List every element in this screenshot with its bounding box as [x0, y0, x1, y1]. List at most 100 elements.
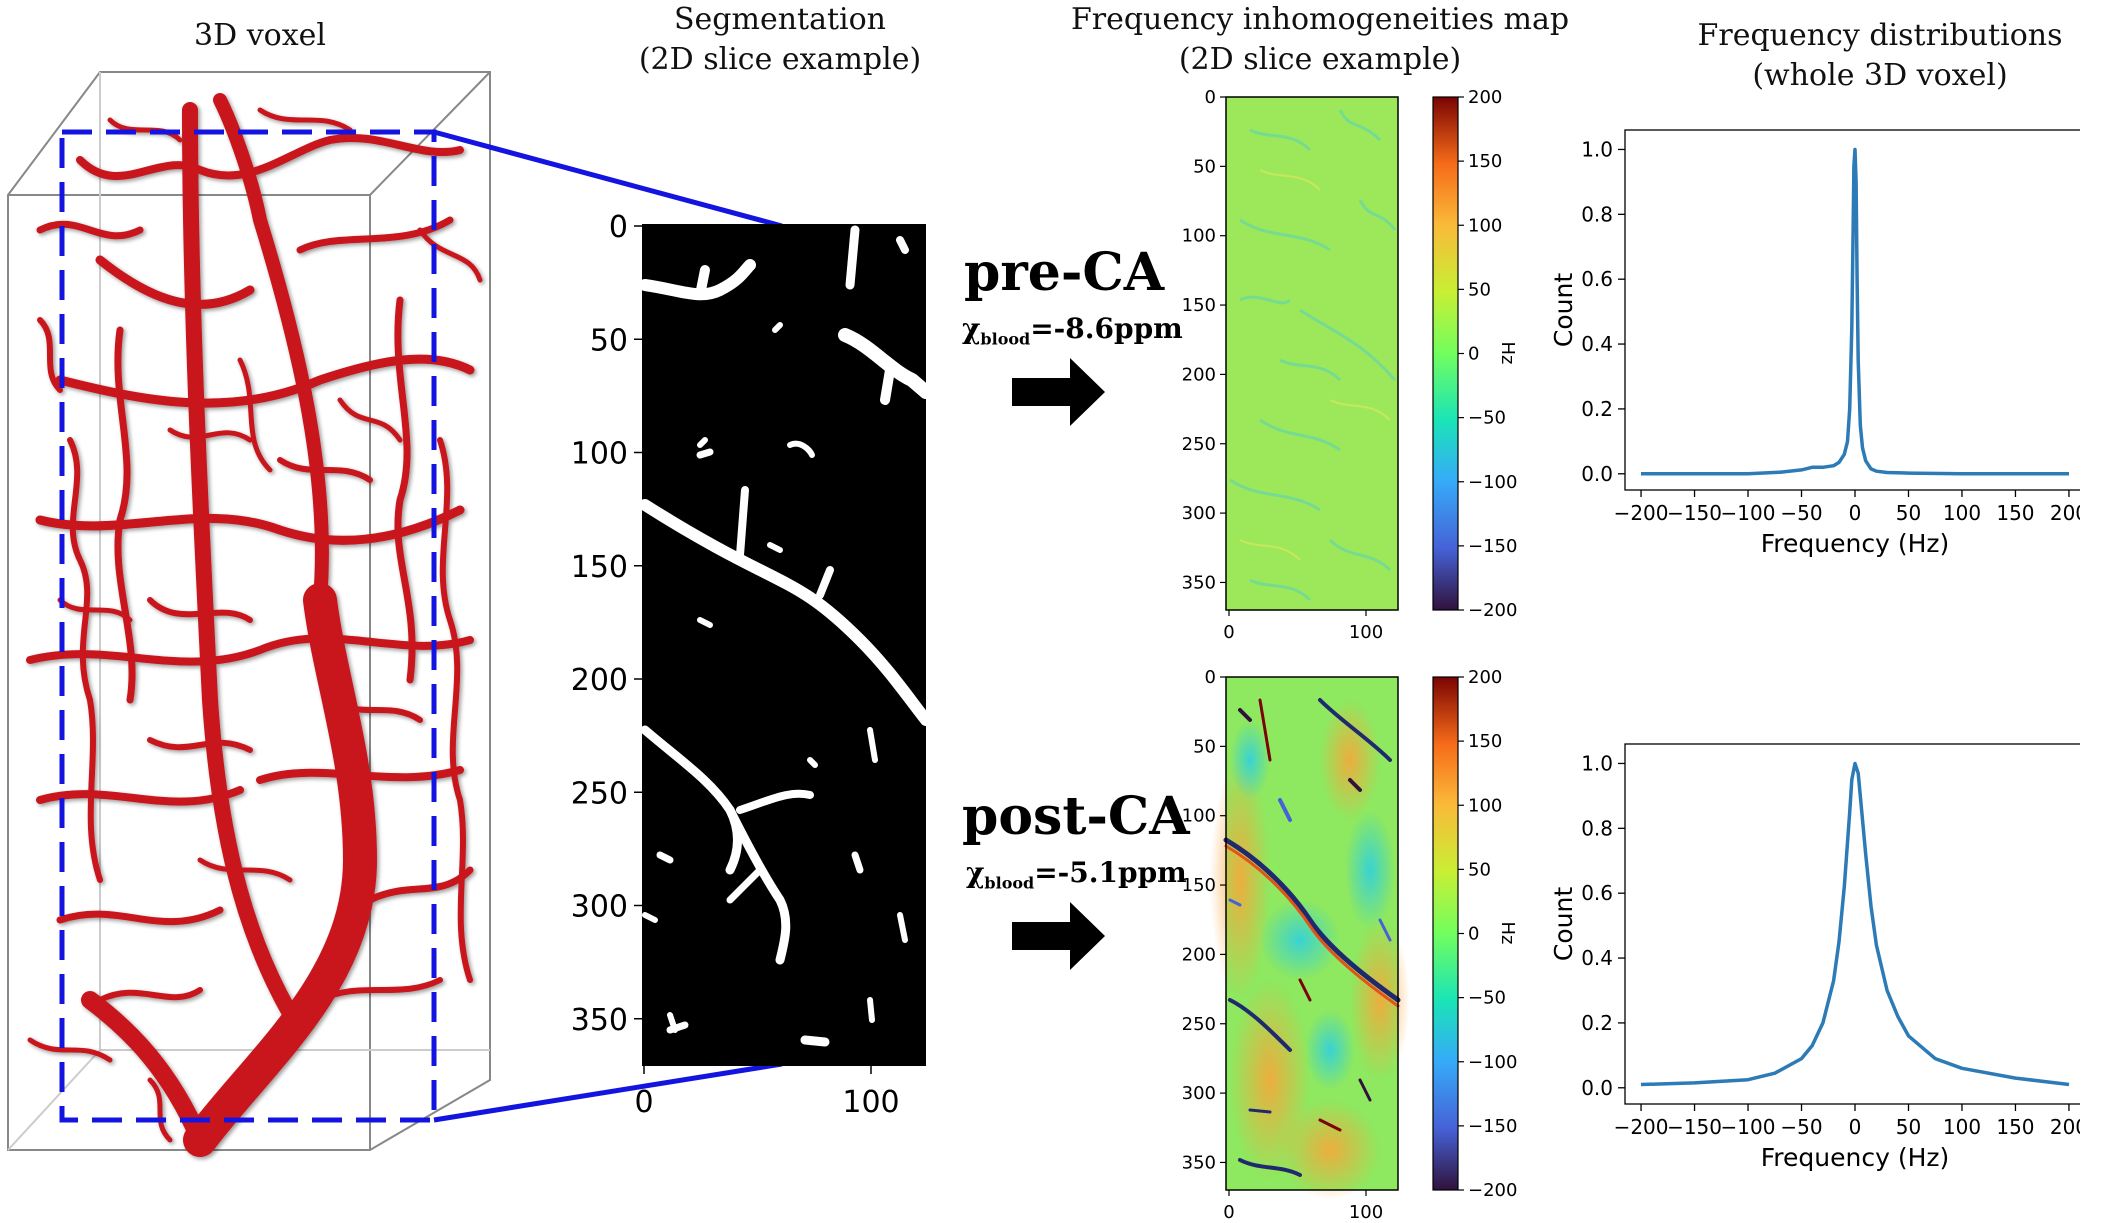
seg-y-tick-label: 50	[590, 323, 628, 358]
x-tick-label: 150	[1996, 1115, 2034, 1139]
chi-pre-ca-symbol: χ	[962, 312, 981, 345]
series-line	[1640, 761, 2070, 1087]
series-line	[1641, 147, 2069, 476]
chart-pre-ca-distribution: 0.0 0.2 0.4 0.6 0.8 1.0 −200−150−100 −50 0 50 100 1…	[1549, 129, 2080, 558]
map-x-tick-label: 100	[1349, 1202, 1383, 1223]
label-post-ca: post-CA	[962, 786, 1190, 847]
map-y-tick-label: 0	[1205, 87, 1216, 108]
colorbar-tick-label: −50	[1468, 408, 1506, 429]
colorbar-tick-label: −150	[1468, 1116, 1517, 1137]
y-tick-label: 0.6	[1581, 881, 1613, 905]
colorbar-tick-label: 50	[1468, 859, 1491, 880]
colorbar-tick-label: 50	[1468, 279, 1491, 300]
label-pre-ca: pre-CA	[964, 242, 1165, 303]
colorbar-pre-ca-label: Hz	[1497, 342, 1518, 365]
vessel-network	[26, 93, 483, 1157]
map-pre-ca-y-axis: 0 50 100 150 200 250 300 350	[1182, 87, 1226, 593]
colorbar-pre-ca-ticks: 200 150 100 50 0 −50 −100 −150 −200	[1458, 87, 1517, 621]
y-tick-label: 0.4	[1581, 946, 1613, 970]
y-axis-label: Count	[1549, 273, 1578, 347]
map-y-tick-label: 300	[1182, 1083, 1216, 1104]
map-y-tick-label: 350	[1182, 1152, 1216, 1173]
map-pre-ca: 0 50 100 150 200 250 300 350 0 100 200 150 100 50 0 −…	[1182, 87, 1518, 643]
map-y-tick-label: 100	[1182, 806, 1216, 827]
colorbar-post-ca	[1432, 676, 1459, 1191]
seg-y-tick-label: 150	[571, 550, 628, 585]
map-pre-ca-image	[1226, 97, 1398, 610]
colorbar-tick-label: −50	[1468, 988, 1506, 1009]
map-y-tick-label: 150	[1182, 295, 1216, 316]
seg-y-tick-label: 350	[571, 1003, 628, 1038]
seg-y-tick-label: 100	[571, 437, 628, 472]
map-y-tick-label: 50	[1193, 736, 1216, 757]
y-tick-label: 0.8	[1581, 202, 1613, 226]
map-x-tick-label: 0	[1223, 1202, 1234, 1223]
map-y-tick-label: 200	[1182, 364, 1216, 385]
x-tick-label: −150	[1667, 1115, 1722, 1139]
x-tick-label: 0	[1849, 501, 1862, 525]
y-tick-label: 0.8	[1581, 816, 1613, 840]
header-frequency-distributions-line1: Frequency distributions	[1697, 18, 2063, 53]
colorbar-tick-label: 200	[1468, 667, 1502, 688]
x-tick-label: 200	[2050, 1115, 2080, 1139]
map-y-tick-label: 250	[1182, 434, 1216, 455]
chi-post-ca-sub: blood	[984, 873, 1035, 893]
chi-pre-ca-value: =-8.6ppm	[1030, 312, 1183, 345]
map-x-tick-label: 100	[1349, 622, 1383, 643]
x-tick-label: 100	[1943, 501, 1981, 525]
plot-frame	[1624, 743, 2080, 1105]
map-y-tick-label: 100	[1182, 226, 1216, 247]
colorbar-tick-label: 150	[1468, 151, 1502, 172]
voxel-slice-dashed-box	[59, 129, 437, 1123]
header-frequency-map: Frequency inhomogeneities map (2D slice …	[1070, 0, 1570, 80]
chart-post-ca-distribution: 0.0 0.2 0.4 0.6 0.8 1.0 −200−150−100 −50 0 50 100 1…	[1549, 743, 2080, 1172]
header-3d-voxel: 3D voxel	[194, 18, 326, 53]
seg-y-tick-label: 200	[571, 663, 628, 698]
x-tick-label: 0	[1849, 1115, 1862, 1139]
chi-post-ca: χblood=-5.1ppm	[966, 856, 1187, 893]
colorbar-tick-label: −100	[1468, 1052, 1517, 1073]
map-post-ca-x-axis: 0 100	[1223, 1190, 1383, 1223]
x-tick-label: 50	[1896, 1115, 1921, 1139]
seg-x-tick-label: 100	[842, 1085, 899, 1120]
chi-post-ca-value: =-5.1ppm	[1034, 856, 1187, 889]
map-post-ca-y-axis: 0 50 100 150 200 250 300 350	[1182, 667, 1226, 1173]
colorbar-tick-label: 150	[1468, 731, 1502, 752]
y-tick-label: 0.0	[1581, 462, 1613, 486]
map-y-tick-label: 150	[1182, 875, 1216, 896]
y-tick-label: 1.0	[1581, 751, 1613, 775]
map-y-tick-label: 300	[1182, 503, 1216, 524]
colorbar-post-ca-ticks: 200 150 100 50 0 −50 −100 −150 −200	[1458, 667, 1517, 1201]
y-tick-label: 0.4	[1581, 332, 1613, 356]
header-frequency-distributions-line2: (whole 3D voxel)	[1752, 58, 2008, 93]
colorbar-tick-label: −200	[1468, 1180, 1517, 1201]
header-segmentation: Segmentation (2D slice example)	[590, 0, 970, 80]
segmentation-panel: 0 50 100 150 200 250 300 350 0 100	[571, 210, 933, 1120]
x-tick-label: −50	[1780, 1115, 1822, 1139]
colorbar-tick-label: −150	[1468, 536, 1517, 557]
colorbar-tick-label: 200	[1468, 87, 1502, 108]
seg-y-tick-label: 0	[609, 210, 628, 245]
map-y-tick-label: 250	[1182, 1014, 1216, 1035]
x-axis-label: Frequency (Hz)	[1761, 529, 1950, 558]
frequency-maps: 0 50 100 150 200 250 300 350 0 100 200 150 100 50 0 −…	[1182, 87, 1518, 1223]
header-frequency-map-line1: Frequency inhomogeneities map	[1070, 2, 1570, 37]
colorbar-tick-label: 0	[1468, 344, 1479, 365]
colorbar-tick-label: 100	[1468, 215, 1502, 236]
x-tick-label: −100	[1721, 1115, 1776, 1139]
y-tick-label: 0.0	[1581, 1076, 1613, 1100]
arrow-right-icon-post	[1012, 902, 1105, 970]
colorbar-tick-label: −200	[1468, 600, 1517, 621]
chi-post-ca-symbol: χ	[966, 856, 985, 889]
segmentation-y-axis: 0 50 100 150 200 250 300 350	[571, 210, 642, 1038]
y-tick-label: 1.0	[1581, 137, 1613, 161]
header-segmentation-line1: Segmentation	[673, 2, 886, 37]
segmentation-vessels	[639, 225, 933, 1047]
y-tick-label: 0.2	[1581, 397, 1613, 421]
colorbar-post-ca-label: Hz	[1497, 922, 1518, 945]
header-frequency-map-line2: (2D slice example)	[1178, 42, 1462, 77]
arrow-right-icon-pre	[1012, 358, 1105, 426]
x-tick-label: 100	[1943, 1115, 1981, 1139]
x-tick-label: −100	[1721, 501, 1776, 525]
map-y-tick-label: 350	[1182, 572, 1216, 593]
